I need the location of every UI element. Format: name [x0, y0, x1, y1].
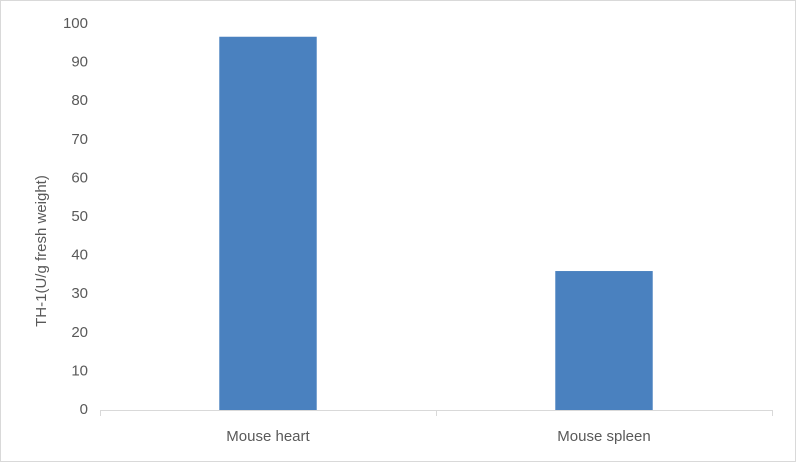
- y-tick-label: 30: [71, 285, 88, 302]
- y-tick-label: 100: [63, 15, 88, 32]
- bar: [555, 271, 653, 410]
- y-tick-label: 80: [71, 92, 88, 109]
- y-tick-label: 40: [71, 247, 88, 264]
- y-tick-label: 70: [71, 131, 88, 148]
- y-tick-label: 0: [80, 401, 88, 418]
- y-tick-label: 90: [71, 54, 88, 71]
- bar: [219, 36, 317, 410]
- x-tick-label: Mouse heart: [226, 428, 310, 445]
- y-tick-label: 20: [71, 324, 88, 341]
- y-axis-title: TH-1(U/g fresh weight): [33, 175, 50, 327]
- x-tick-label: Mouse spleen: [557, 428, 650, 445]
- y-tick-label: 10: [71, 362, 88, 379]
- y-tick-label: 50: [71, 208, 88, 225]
- y-tick-label: 60: [71, 169, 88, 186]
